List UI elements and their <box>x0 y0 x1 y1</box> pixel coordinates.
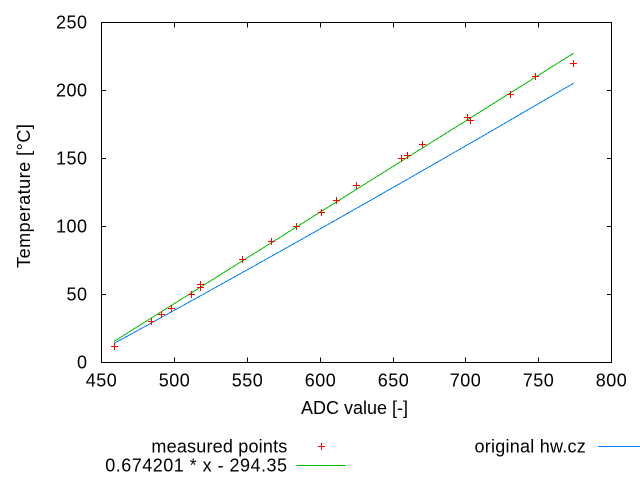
svg-text:500: 500 <box>159 371 191 391</box>
svg-text:measured points: measured points <box>151 437 287 457</box>
svg-text:550: 550 <box>232 371 264 391</box>
svg-text:100: 100 <box>56 217 88 237</box>
svg-text:ADC value [-]: ADC value [-] <box>301 398 408 418</box>
svg-text:0.674201 * x - 294.35: 0.674201 * x - 294.35 <box>105 456 287 476</box>
svg-text:original hw.cz: original hw.cz <box>474 437 586 457</box>
svg-text:200: 200 <box>56 81 88 101</box>
svg-text:50: 50 <box>66 285 87 305</box>
svg-text:800: 800 <box>596 371 628 391</box>
svg-text:650: 650 <box>378 371 410 391</box>
svg-text:600: 600 <box>305 371 337 391</box>
svg-text:0: 0 <box>77 353 88 373</box>
svg-text:250: 250 <box>56 13 88 33</box>
svg-text:700: 700 <box>450 371 482 391</box>
svg-text:Temperature [°C]: Temperature [°C] <box>14 124 34 268</box>
svg-text:750: 750 <box>523 371 555 391</box>
svg-text:150: 150 <box>56 149 88 169</box>
svg-text:450: 450 <box>86 371 118 391</box>
